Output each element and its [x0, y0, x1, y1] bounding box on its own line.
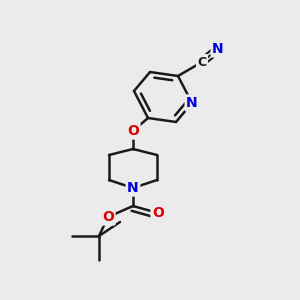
Text: O: O [102, 210, 114, 224]
Text: C: C [197, 56, 207, 68]
Text: N: N [127, 181, 139, 195]
Text: N: N [186, 96, 198, 110]
Text: N: N [212, 42, 224, 56]
Text: O: O [152, 206, 164, 220]
Text: O: O [127, 124, 139, 138]
